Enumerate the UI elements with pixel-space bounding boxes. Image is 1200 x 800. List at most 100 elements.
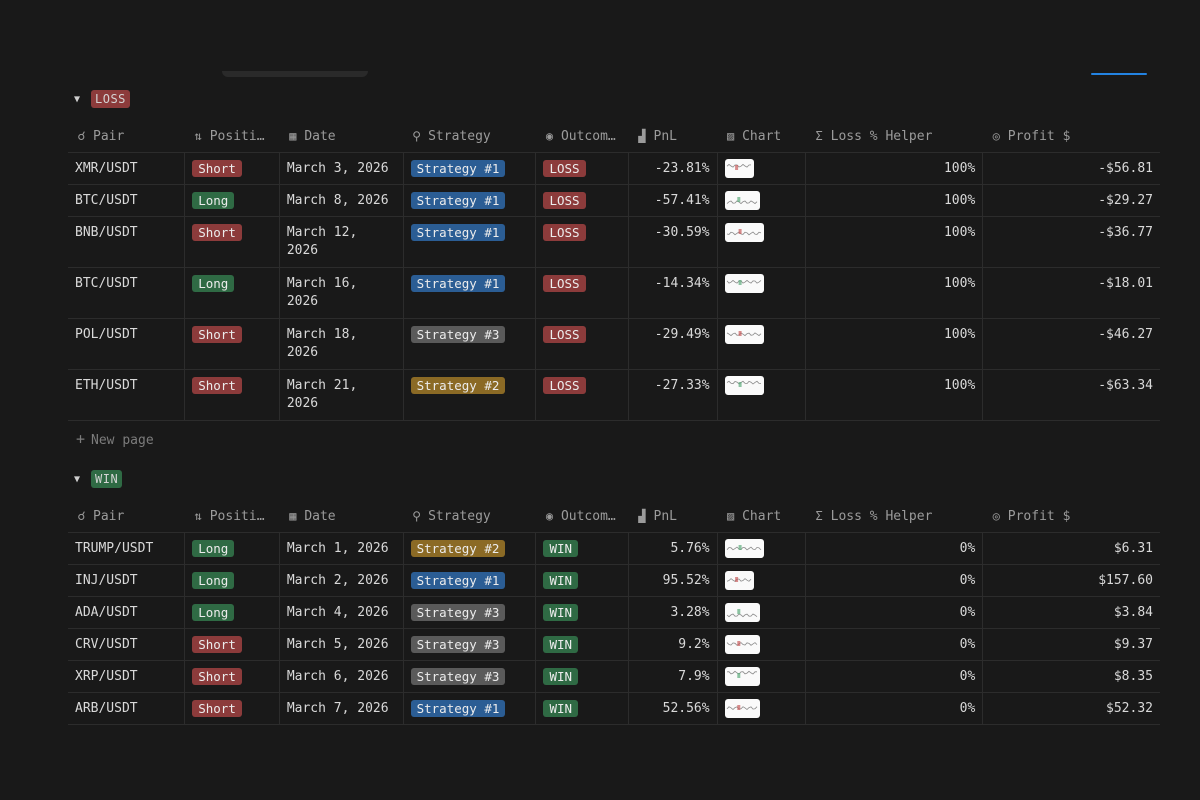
profit-cell[interactable]: -$18.01 — [982, 267, 1160, 319]
loss-helper-cell[interactable]: 100% — [805, 216, 983, 268]
outcome-cell[interactable]: WIN — [535, 628, 629, 661]
chart-cell[interactable] — [716, 532, 806, 565]
date-cell[interactable]: March 7, 2026 — [278, 692, 404, 725]
profit-cell[interactable]: $52.32 — [982, 692, 1160, 725]
outcome-cell[interactable]: WIN — [535, 692, 629, 725]
pair-cell[interactable]: TRUMP/USDT — [68, 532, 185, 565]
date-cell[interactable]: March 2, 2026 — [278, 564, 404, 597]
strategy-cell[interactable]: Strategy #3 — [402, 660, 536, 693]
column-header-profit[interactable]: ◎ Profit $ — [983, 500, 1160, 533]
strategy-cell[interactable]: Strategy #1 — [402, 267, 536, 319]
chart-cell[interactable] — [716, 216, 806, 268]
chart-cell[interactable] — [716, 152, 806, 185]
position-cell[interactable]: Short — [184, 660, 280, 693]
pair-cell[interactable]: XMR/USDT — [68, 152, 185, 185]
pair-cell[interactable]: POL/USDT — [68, 318, 185, 370]
column-header-loss-helper[interactable]: Σ Loss % Helper — [806, 500, 983, 533]
profit-cell[interactable]: $3.84 — [982, 596, 1160, 629]
table-row[interactable]: XRP/USDT Short March 6, 2026 Strategy #3 WIN… — [68, 660, 1160, 693]
profit-cell[interactable]: -$29.27 — [982, 184, 1160, 217]
caret-down-icon[interactable]: ▼ — [74, 93, 81, 105]
pnl-cell[interactable]: -27.33% — [628, 369, 718, 421]
strategy-cell[interactable]: Strategy #1 — [402, 216, 536, 268]
loss-helper-cell[interactable]: 0% — [805, 532, 983, 565]
table-row[interactable]: ARB/USDT Short March 7, 2026 Strategy #1 WIN… — [68, 692, 1160, 725]
position-cell[interactable]: Short — [184, 152, 280, 185]
position-cell[interactable]: Long — [184, 596, 280, 629]
chart-cell[interactable] — [716, 564, 806, 597]
table-row[interactable]: BTC/USDT Long March 16, 2026 Strategy #1 LOS… — [68, 267, 1160, 319]
loss-helper-cell[interactable]: 100% — [805, 318, 983, 370]
pnl-cell[interactable]: -30.59% — [628, 216, 718, 268]
chart-cell[interactable] — [716, 267, 806, 319]
loss-helper-cell[interactable]: 0% — [805, 628, 983, 661]
profit-cell[interactable]: $6.31 — [982, 532, 1160, 565]
profit-cell[interactable]: -$56.81 — [982, 152, 1160, 185]
pnl-cell[interactable]: 95.52% — [628, 564, 718, 597]
profit-cell[interactable]: -$63.34 — [982, 369, 1160, 421]
chart-cell[interactable] — [716, 369, 806, 421]
column-header-positi[interactable]: ⇅ Positi… — [185, 120, 280, 153]
position-cell[interactable]: Long — [184, 532, 280, 565]
pnl-cell[interactable]: -14.34% — [628, 267, 718, 319]
pair-cell[interactable]: INJ/USDT — [68, 564, 185, 597]
chart-thumbnail[interactable] — [724, 603, 760, 622]
profit-cell[interactable]: $8.35 — [982, 660, 1160, 693]
pair-cell[interactable]: ARB/USDT — [68, 692, 185, 725]
pnl-cell[interactable]: 5.76% — [628, 532, 718, 565]
strategy-cell[interactable]: Strategy #3 — [402, 318, 536, 370]
pnl-cell[interactable]: -57.41% — [628, 184, 718, 217]
position-cell[interactable]: Short — [184, 628, 280, 661]
outcome-cell[interactable]: WIN — [535, 596, 629, 629]
loss-helper-cell[interactable]: 100% — [805, 184, 983, 217]
position-cell[interactable]: Short — [184, 216, 280, 268]
table-row[interactable]: TRUMP/USDT Long March 1, 2026 Strategy #2 WI… — [68, 532, 1160, 565]
date-cell[interactable]: March 21, 2026 — [278, 369, 404, 421]
table-row[interactable]: CRV/USDT Short March 5, 2026 Strategy #3 WIN… — [68, 628, 1160, 661]
chart-thumbnail[interactable] — [724, 667, 760, 686]
column-header-pair[interactable]: ☌ Pair — [68, 500, 185, 533]
group-header[interactable]: ▼ LOSS — [74, 89, 1160, 109]
pnl-cell[interactable]: -29.49% — [628, 318, 718, 370]
date-cell[interactable]: March 8, 2026 — [278, 184, 404, 217]
loss-helper-cell[interactable]: 0% — [805, 660, 983, 693]
date-cell[interactable]: March 1, 2026 — [278, 532, 404, 565]
outcome-cell[interactable]: WIN — [535, 532, 629, 565]
column-header-chart[interactable]: ▨ Chart — [717, 500, 806, 533]
profit-cell[interactable]: -$46.27 — [982, 318, 1160, 370]
table-row[interactable]: INJ/USDT Long March 2, 2026 Strategy #1 WIN 9… — [68, 564, 1160, 597]
chart-thumbnail[interactable] — [724, 191, 760, 210]
position-cell[interactable]: Long — [184, 184, 280, 217]
position-cell[interactable]: Short — [184, 318, 280, 370]
loss-helper-cell[interactable]: 100% — [805, 152, 983, 185]
table-row[interactable]: POL/USDT Short March 18, 2026 Strategy #3 LO… — [68, 318, 1160, 370]
chart-cell[interactable] — [716, 318, 806, 370]
outcome-cell[interactable]: LOSS — [535, 318, 629, 370]
column-header-pnl[interactable]: ▟ PnL — [629, 120, 718, 153]
column-header-positi[interactable]: ⇅ Positi… — [185, 500, 280, 533]
position-cell[interactable]: Short — [184, 369, 280, 421]
column-header-strategy[interactable]: ⚲ Strategy — [403, 120, 536, 153]
profit-cell[interactable]: -$36.77 — [982, 216, 1160, 268]
column-header-date[interactable]: ▦ Date — [279, 500, 403, 533]
outcome-cell[interactable]: LOSS — [535, 267, 629, 319]
chart-cell[interactable] — [716, 660, 806, 693]
chart-thumbnail[interactable] — [724, 159, 754, 178]
table-row[interactable]: BNB/USDT Short March 12, 2026 Strategy #1 LO… — [68, 216, 1160, 268]
strategy-cell[interactable]: Strategy #3 — [402, 596, 536, 629]
column-header-strategy[interactable]: ⚲ Strategy — [403, 500, 536, 533]
chart-thumbnail[interactable] — [724, 699, 760, 718]
column-header-outcom[interactable]: ◉ Outcom… — [536, 120, 629, 153]
outcome-cell[interactable]: WIN — [535, 564, 629, 597]
pair-cell[interactable]: BTC/USDT — [68, 184, 185, 217]
chart-cell[interactable] — [716, 692, 806, 725]
loss-helper-cell[interactable]: 100% — [805, 267, 983, 319]
loss-helper-cell[interactable]: 0% — [805, 692, 983, 725]
pair-cell[interactable]: ADA/USDT — [68, 596, 185, 629]
column-header-profit[interactable]: ◎ Profit $ — [983, 120, 1160, 153]
pair-cell[interactable]: ETH/USDT — [68, 369, 185, 421]
chart-thumbnail[interactable] — [724, 325, 764, 344]
strategy-cell[interactable]: Strategy #1 — [402, 152, 536, 185]
pair-cell[interactable]: CRV/USDT — [68, 628, 185, 661]
loss-helper-cell[interactable]: 100% — [805, 369, 983, 421]
